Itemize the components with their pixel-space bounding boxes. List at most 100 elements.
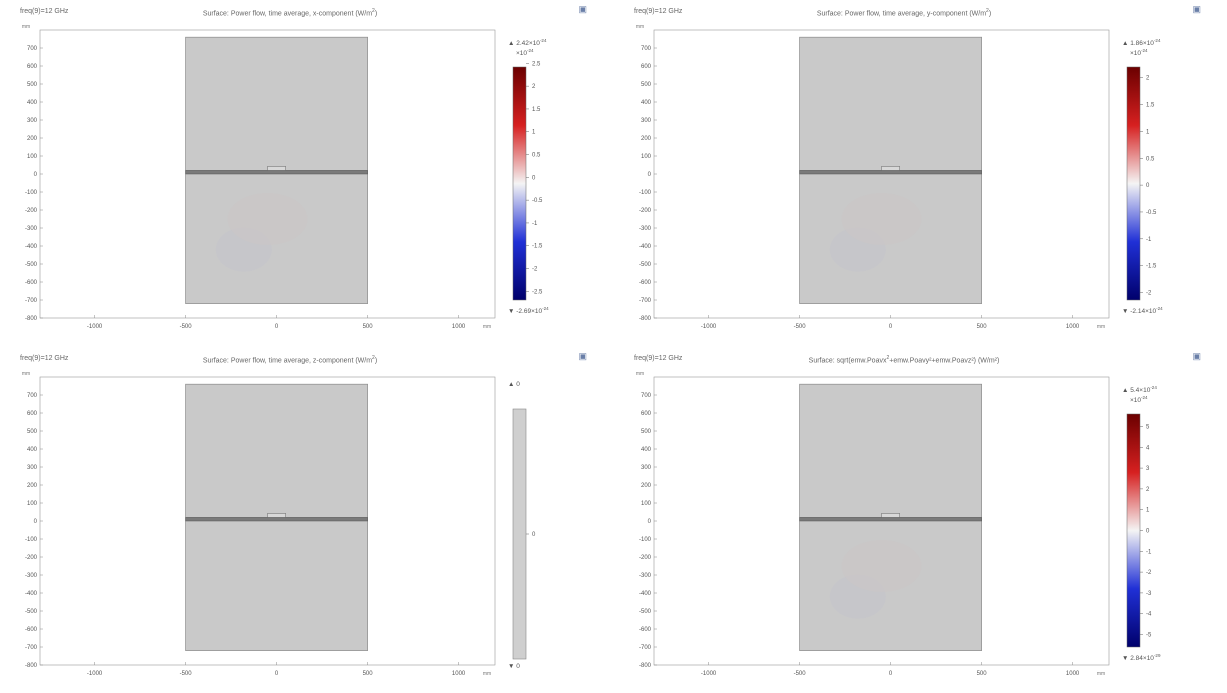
colorbar-min-value: 2.84×10 [1130,655,1154,663]
y-tick-label: -800 [25,663,38,669]
y-tick-label: 300 [641,118,652,124]
colorbar-tick-label: -1 [532,221,538,227]
x-tick-label: -500 [180,324,193,330]
y-unit-label: mm [636,371,644,377]
x-unit-label: mm [1097,324,1105,330]
y-tick-label: 700 [27,393,38,399]
layer-rect [185,517,368,522]
colorbar-max-exp: -24 [1153,38,1161,43]
colorbar-max-label: ▲ 1.86×10-24 [1122,38,1160,47]
y-tick-label: 600 [27,411,38,417]
chart-svg: 7006005004003002001000-100-200-300-400-5… [22,371,536,677]
colorbar-tick-label: 2.5 [532,61,541,67]
colorbar-min-exp: -29 [1153,653,1161,658]
freq-label: freq(9)=12 GHz [20,8,69,15]
plot-title-tail: +emw.Poavy²+emw.Poavz²) (W/m²) [889,357,1000,365]
colorbar-max-label: ▲ 5.4×10-24 [1122,385,1157,394]
x-tick-label: -500 [794,671,807,677]
y-tick-label: 700 [27,46,38,52]
y-tick-label: 100 [641,154,652,160]
y-unit-label: mm [22,371,30,377]
colorbar-tick-label: 4 [1146,445,1150,451]
colorbar-tick-label: -2 [532,267,538,273]
freq-label: freq(9)=12 GHz [634,8,683,15]
colorbar-tick-label: -3 [1146,591,1152,597]
colorbar-min-label: ▼ 0 [508,661,520,670]
freq-label: freq(9)=12 GHz [20,355,69,362]
colorbar-max-exp: -24 [539,38,547,43]
colorbar-min-label: ▼ 2.84×10-29 [1122,653,1160,662]
plot-title-sup: 2 [372,8,375,14]
camera-icon[interactable]: ▣ [1192,351,1201,361]
colorbar-exponent: ×10-24 [1130,48,1148,57]
y-tick-label: 0 [648,172,652,178]
camera-icon[interactable]: ▣ [1192,4,1201,14]
y-tick-label: -700 [639,645,652,651]
plot-title: Surface: Power flow, time average, y-com… [754,8,1054,17]
y-tick-label: 700 [641,393,652,399]
colorbar [512,408,527,660]
colorbar-max-value: 0 [516,381,520,389]
x-tick-label: -500 [180,671,193,677]
plot-title: Surface: sqrt(emw.Poavx2+emw.Poavy²+emw.… [754,355,1054,364]
freq-label: freq(9)=12 GHz [634,355,683,362]
plot-title-tail: ) [374,357,378,365]
colorbar-tick-label: -5 [1146,633,1152,639]
colorbar-max-label: ▲ 0 [508,379,520,388]
y-tick-label: 700 [641,46,652,52]
colorbar-tick-label: 2 [1146,76,1150,82]
x-tick-label: 1000 [1066,324,1080,330]
colorbar-tick-label: 1.5 [532,107,541,113]
y-tick-label: -500 [639,262,652,268]
colorbar-exponent: ×10-24 [1130,395,1148,404]
y-tick-label: -600 [639,280,652,286]
y-tick-label: 400 [641,100,652,106]
colorbar [1126,66,1141,301]
colorbar-min-value: -2.69×10 [516,308,543,316]
y-tick-label: 200 [641,136,652,142]
colorbar-tick-label: -2 [1146,570,1152,576]
colorbar-min-label: ▼ -2.69×10-24 [508,306,549,315]
min-arrow-icon: ▼ [1122,308,1131,316]
colorbar-exponent: ×10-24 [516,48,534,57]
camera-icon[interactable]: ▣ [578,4,587,14]
y-tick-label: -600 [25,627,38,633]
y-tick-label: -500 [25,609,38,615]
y-tick-label: -700 [25,298,38,304]
x-tick-label: 500 [363,671,374,677]
y-tick-label: 100 [27,154,38,160]
colorbar-exp-power: -24 [527,48,534,53]
colorbar-min-value: -2.14×10 [1130,308,1157,316]
y-tick-label: -600 [639,627,652,633]
x-tick-label: 1000 [452,324,466,330]
colorbar-tick-label: -2.5 [532,289,543,295]
max-arrow-icon: ▲ [508,40,517,48]
colorbar-max-value: 5.4×10 [1130,387,1151,395]
chart-svg: 7006005004003002001000-100-200-300-400-5… [636,24,1157,330]
y-tick-label: 600 [27,64,38,70]
colorbar-tick-label: 3 [1146,466,1150,472]
min-arrow-icon: ▼ [508,663,517,671]
colorbar-tick-label: -1.5 [532,244,543,250]
y-tick-label: -600 [25,280,38,286]
min-arrow-icon: ▼ [1122,655,1131,663]
colorbar-max-value: 1.86×10 [1130,40,1154,48]
camera-icon[interactable]: ▣ [578,351,587,361]
x-tick-label: 500 [363,324,374,330]
y-tick-label: 500 [27,429,38,435]
y-tick-label: -700 [639,298,652,304]
field-pattern [841,540,922,592]
y-tick-label: -200 [25,555,38,561]
y-tick-label: -100 [639,190,652,196]
colorbar-exp-power: -24 [1141,48,1148,53]
y-tick-label: -100 [25,537,38,543]
x-tick-label: 500 [977,324,988,330]
y-tick-label: -400 [639,591,652,597]
colorbar [1126,413,1141,648]
colorbar-tick-label: 0.5 [532,153,541,159]
x-tick-label: 0 [275,324,279,330]
x-tick-label: -500 [794,324,807,330]
y-tick-label: -800 [639,663,652,669]
x-tick-label: -1000 [87,671,103,677]
colorbar-exp-base: ×10 [1130,50,1142,58]
